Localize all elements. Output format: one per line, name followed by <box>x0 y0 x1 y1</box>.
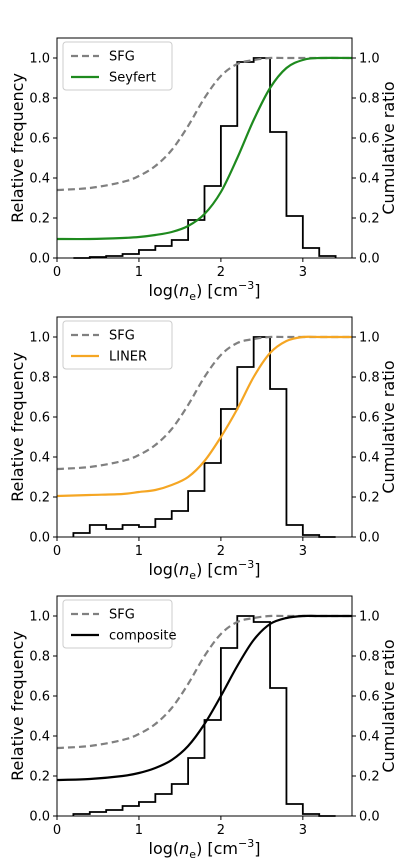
x-axis-label-part: ] <box>254 839 260 858</box>
chart-panel-bottom: 0 1 2 3 0.0 0.2 0.4 0.6 0.8 1.0 0.0 0.2 0.4 0.6 0.8 1.0… <box>8 595 398 858</box>
y-tick-label-right: 0.2 <box>359 770 380 785</box>
y-tick-label-right: 0.6 <box>359 132 380 147</box>
y-tick-label-left: 0.6 <box>29 132 50 147</box>
y-axis-label-left: Relative frequency <box>8 631 27 781</box>
y-tick-label-left: 0.2 <box>29 491 50 506</box>
y-tick-label-right: 0.8 <box>359 650 380 665</box>
y-tick-label-right: 1.0 <box>359 610 380 625</box>
x-tick-label: 1 <box>135 265 143 280</box>
histogram-steps <box>72 615 336 817</box>
y-tick-label-left: 0.2 <box>29 770 50 785</box>
y-tick-label-right: 0.0 <box>359 531 380 546</box>
chart-panel-top: 0 1 2 3 0.0 0.2 0.4 0.6 0.8 1.0 0.0 0.2 0.4 0.6 0.8 1.0… <box>8 37 398 303</box>
y-axis-label-left: Relative frequency <box>8 352 27 502</box>
x-axis-label-part: n <box>179 560 189 579</box>
series-line-sfg <box>56 614 352 750</box>
legend-label-composite: composite <box>109 629 176 644</box>
x-axis-label-part: ) [cm <box>196 281 238 300</box>
x-axis-label-part: n <box>179 281 189 300</box>
y-tick-label-left: 0.8 <box>29 371 50 386</box>
x-axis-label-part: ] <box>254 560 260 579</box>
x-axis-label-part: e <box>189 569 196 582</box>
plot-frame <box>56 37 353 259</box>
y-tick-label-right: 0.6 <box>359 411 380 426</box>
y-tick-label-right: 0.4 <box>359 172 380 187</box>
legend-label-liner: LINER <box>109 350 147 365</box>
y-tick-label-left: 0.8 <box>29 650 50 665</box>
legend-label-sfg: SFG <box>109 50 135 65</box>
plot-frame <box>56 316 353 538</box>
x-axis-label-part: e <box>189 848 196 858</box>
x-tick-label: 3 <box>299 823 307 838</box>
y-tick-label-left: 0.2 <box>29 212 50 227</box>
x-axis-label-part: −3 <box>238 279 254 292</box>
legend-label-seyfert: Seyfert <box>109 71 156 86</box>
y-tick-label-left: 0.0 <box>29 531 50 546</box>
histogram-steps <box>73 57 337 259</box>
series-line-composite <box>56 614 352 782</box>
x-tick-label: 1 <box>135 544 143 559</box>
y-tick-label-right: 0.8 <box>359 92 380 107</box>
y-axis-label-right: Cumulative ratio <box>379 639 398 772</box>
x-axis-label: log(ne) [cm−3] <box>149 837 261 858</box>
plot-frame <box>56 595 353 817</box>
y-tick-label-left: 0.0 <box>29 252 50 267</box>
y-tick-label-left: 0.6 <box>29 411 50 426</box>
y-tick-label-left: 0.8 <box>29 92 50 107</box>
y-tick-label-left: 1.0 <box>29 52 50 67</box>
y-tick-label-left: 0.4 <box>29 451 50 466</box>
series-line-sfg <box>56 335 352 471</box>
x-axis-label-part: log( <box>149 560 180 579</box>
legend-label-sfg: SFG <box>109 608 135 623</box>
y-tick-label-right: 0.2 <box>359 491 380 506</box>
y-tick-label-right: 0.2 <box>359 212 380 227</box>
x-axis-label-part: n <box>179 839 189 858</box>
x-axis-label-part: −3 <box>238 558 254 571</box>
y-tick-label-right: 0.0 <box>359 252 380 267</box>
y-tick-label-right: 0.0 <box>359 810 380 825</box>
y-tick-label-right: 0.4 <box>359 730 380 745</box>
y-tick-label-left: 0.6 <box>29 690 50 705</box>
chart-panel-middle: 0 1 2 3 0.0 0.2 0.4 0.6 0.8 1.0 0.0 0.2 0.4 0.6 0.8 1.0… <box>8 316 398 582</box>
x-tick-label: 0 <box>53 823 61 838</box>
x-tick-label: 3 <box>299 544 307 559</box>
x-tick-label: 2 <box>217 544 225 559</box>
y-axis-label-right: Cumulative ratio <box>379 360 398 493</box>
y-tick-label-right: 0.8 <box>359 371 380 386</box>
y-axis-label-left: Relative frequency <box>8 73 27 223</box>
y-tick-label-left: 0.0 <box>29 810 50 825</box>
y-tick-label-right: 0.6 <box>359 690 380 705</box>
x-axis-label: log(ne) [cm−3] <box>149 279 261 303</box>
y-tick-label-left: 0.4 <box>29 172 50 187</box>
x-tick-label: 2 <box>217 265 225 280</box>
series-line-sfg <box>56 56 352 192</box>
y-tick-label-right: 0.4 <box>359 451 380 466</box>
series-line-liner <box>56 335 352 498</box>
x-tick-label: 2 <box>217 823 225 838</box>
x-axis-label-part: e <box>189 290 196 303</box>
series-line-seyfert <box>56 56 353 241</box>
y-tick-label-right: 1.0 <box>359 52 380 67</box>
x-axis-label-part: log( <box>149 281 180 300</box>
x-tick-label: 1 <box>135 823 143 838</box>
y-tick-label-left: 1.0 <box>29 331 50 346</box>
y-axis-label-right: Cumulative ratio <box>379 81 398 214</box>
y-tick-label-left: 1.0 <box>29 610 50 625</box>
x-axis-label-part: ) [cm <box>196 839 238 858</box>
histogram-steps <box>72 336 336 538</box>
x-axis-label-part: −3 <box>238 837 254 850</box>
legend-label-sfg: SFG <box>109 329 135 344</box>
x-axis-label-part: ) [cm <box>196 560 238 579</box>
x-axis-label-part: ] <box>254 281 260 300</box>
x-axis-label-part: log( <box>149 839 180 858</box>
x-axis-label: log(ne) [cm−3] <box>149 558 261 582</box>
x-tick-label: 3 <box>299 265 307 280</box>
y-tick-label-right: 1.0 <box>359 331 380 346</box>
y-tick-label-left: 0.4 <box>29 730 50 745</box>
x-tick-label: 0 <box>53 544 61 559</box>
x-tick-label: 0 <box>53 265 61 280</box>
